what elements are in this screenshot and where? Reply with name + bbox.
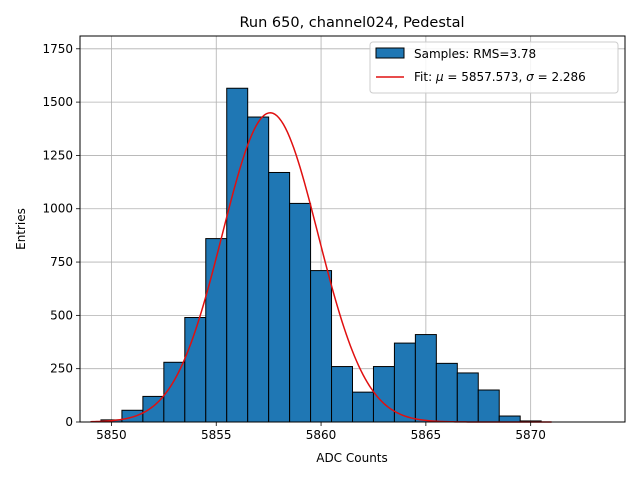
- x-axis-label: ADC Counts: [316, 451, 388, 465]
- histogram-bar: [247, 116, 270, 423]
- histogram-bar: [184, 317, 207, 423]
- histogram-bar: [205, 238, 228, 423]
- histogram-bar: [121, 409, 144, 423]
- x-axis-ticks: 5850 5855 5860 5865 5870: [96, 422, 546, 442]
- legend-fit-label: Fit: μ = 5857.573, σ = 2.286: [414, 70, 586, 84]
- histogram-bar: [289, 202, 312, 423]
- grid-lines: [80, 36, 625, 423]
- legend-mu-symbol: μ: [435, 70, 444, 84]
- legend-samples-swatch: [375, 47, 405, 59]
- y-axis-ticks: 0 250 500 750 1000 1250 1500 1750: [42, 42, 80, 429]
- y-tick-label: 750: [50, 255, 73, 269]
- histogram-bar: [310, 270, 333, 423]
- x-tick-label: 5855: [201, 428, 232, 442]
- chart-title: Run 650, channel024, Pedestal: [239, 15, 464, 31]
- y-tick-label: 1500: [42, 95, 73, 109]
- y-tick-label: 0: [65, 415, 73, 429]
- histogram-bar: [393, 342, 416, 423]
- legend-box: [369, 41, 619, 94]
- legend-sigma-symbol: σ: [526, 70, 534, 84]
- y-tick-label: 500: [50, 308, 73, 322]
- histogram-bar: [435, 362, 458, 423]
- histogram-bar: [498, 415, 521, 423]
- legend: Samples: RMS=3.78 Fit: μ = 5857.573, σ =…: [369, 41, 619, 94]
- x-tick-label: 5860: [306, 428, 337, 442]
- plot-frame: [79, 35, 626, 423]
- legend-samples-label: Samples: RMS=3.78: [414, 47, 536, 61]
- histogram-bar: [372, 366, 395, 423]
- legend-sigma-value: = 2.286: [534, 70, 586, 84]
- y-tick-label: 1000: [42, 202, 73, 216]
- y-axis-label: Entries: [14, 208, 28, 250]
- legend-fit-prefix: Fit:: [414, 70, 436, 84]
- x-tick-label: 5865: [411, 428, 442, 442]
- y-tick-label: 250: [50, 362, 73, 376]
- y-tick-label: 1750: [42, 42, 73, 56]
- histogram-bar: [414, 334, 437, 423]
- histogram-bar: [477, 389, 500, 423]
- histogram-bar: [456, 372, 479, 423]
- legend-mu-value: = 5857.573,: [444, 70, 527, 84]
- histogram-bar: [268, 171, 291, 423]
- y-tick-label: 1250: [42, 148, 73, 162]
- x-tick-label: 5870: [515, 428, 546, 442]
- histogram-bar: [331, 366, 353, 423]
- histogram-bar: [226, 87, 249, 423]
- x-tick-label: 5850: [96, 428, 127, 442]
- histogram-bar: [352, 391, 374, 423]
